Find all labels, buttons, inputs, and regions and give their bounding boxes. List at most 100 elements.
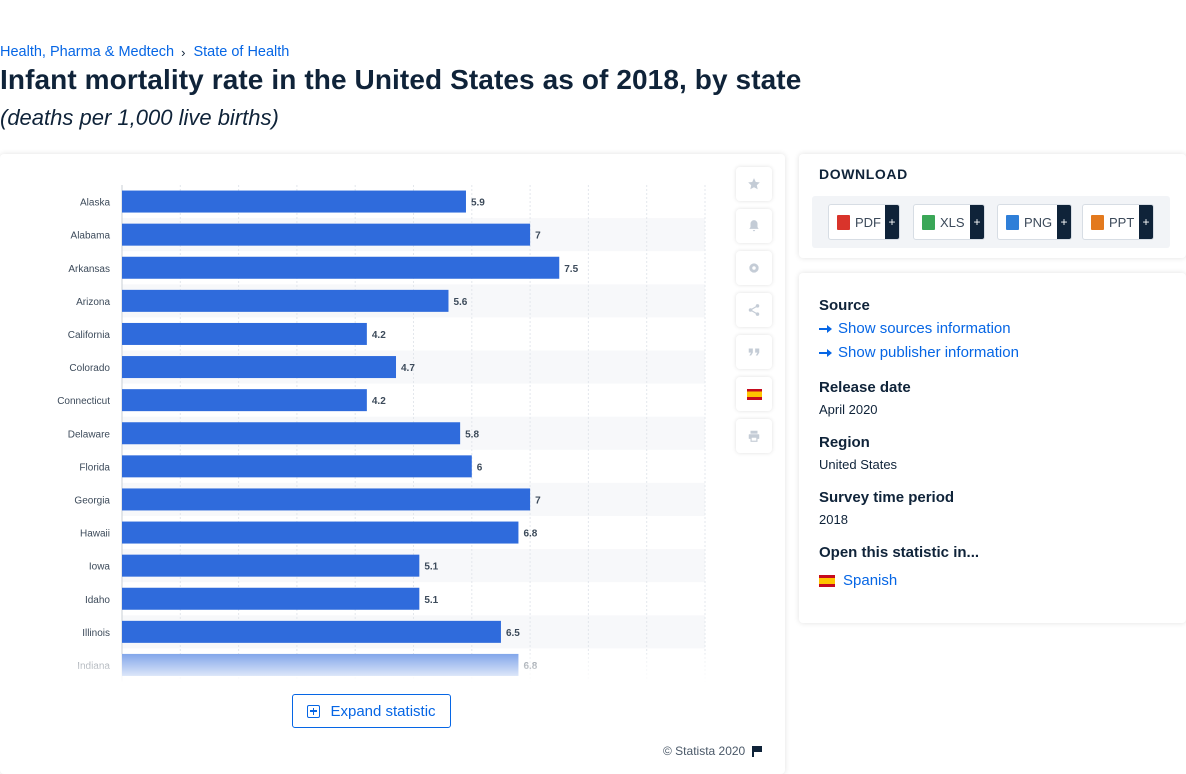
- region-label: Region: [819, 434, 870, 451]
- download-ppt-label: PPT: [1109, 214, 1135, 230]
- share-icon: [748, 304, 760, 316]
- download-png-button[interactable]: PNG +: [997, 204, 1072, 240]
- download-png-label: PNG: [1024, 214, 1053, 230]
- show-publisher-link[interactable]: Show publisher information: [819, 344, 1019, 361]
- print-icon: [748, 430, 760, 442]
- expand-statistic-label: Expand statistic: [330, 702, 436, 720]
- spain-flag-icon: [746, 388, 762, 400]
- bar-alaska[interactable]: [122, 190, 466, 213]
- bar-alabama[interactable]: [122, 223, 531, 246]
- survey-period-value: 2018: [819, 512, 848, 527]
- bar-california[interactable]: [122, 322, 367, 345]
- open-spanish-text: Spanish: [843, 572, 898, 589]
- breadcrumb-separator: ›: [181, 44, 186, 60]
- open-spanish-link[interactable]: Spanish: [819, 572, 897, 589]
- quote-icon: [748, 348, 760, 356]
- star-icon: [748, 178, 760, 190]
- language-spanish-button[interactable]: [736, 377, 772, 411]
- breadcrumb-item-state-of-health[interactable]: State of Health: [193, 44, 290, 60]
- breadcrumb: Health, Pharma & Medtech › State of Heal…: [0, 44, 289, 60]
- value-label: 4.2: [372, 330, 386, 341]
- bar-iowa[interactable]: [122, 554, 420, 577]
- page-title: Infant mortality rate in the United Stat…: [0, 64, 802, 95]
- gear-icon: [749, 263, 759, 273]
- region-value: United States: [819, 457, 898, 472]
- value-label: 5.8: [465, 429, 479, 440]
- arrow-right-icon: [819, 324, 833, 334]
- value-label: 4.7: [401, 363, 415, 374]
- category-label: California: [68, 330, 111, 341]
- statistic-info-panel: Source Show sources information Show pub…: [799, 273, 1186, 623]
- open-statistic-label: Open this statistic in...: [819, 544, 980, 561]
- download-buttons: PDF + XLS + PNG + PPT +: [812, 196, 1170, 248]
- category-label: Alabama: [71, 231, 111, 242]
- value-label: 5.1: [424, 562, 438, 573]
- copyright-text: © Statista 2020: [663, 744, 746, 758]
- value-label: 7: [535, 231, 541, 242]
- download-pdf-button[interactable]: PDF +: [828, 204, 900, 240]
- release-date-value: April 2020: [819, 402, 878, 417]
- category-label: Delaware: [68, 429, 111, 440]
- arrow-right-icon: [819, 348, 833, 358]
- bar-hawaii[interactable]: [122, 521, 519, 544]
- bar-arizona[interactable]: [122, 289, 449, 312]
- bar-chart: Alaska 5.9 Alabama 7 Arkansas 7.5 Arizona 5.6 Ca…: [57, 185, 706, 682]
- share-button[interactable]: [736, 293, 772, 327]
- value-label: 6.8: [523, 529, 537, 540]
- survey-period-label: Survey time period: [819, 489, 955, 506]
- report-flag-icon[interactable]: [751, 746, 762, 757]
- top-bar: [0, 0, 1186, 36]
- category-label: Arkansas: [68, 264, 110, 275]
- category-label: Alaska: [80, 198, 110, 209]
- xls-file-icon: [922, 214, 935, 230]
- bar-idaho[interactable]: [122, 587, 420, 610]
- show-sources-link[interactable]: Show sources information: [819, 320, 1011, 337]
- chart-toolbar: [736, 167, 772, 461]
- ppt-file-icon: [1091, 214, 1104, 230]
- download-pdf-label: PDF: [855, 214, 881, 230]
- bar-colorado[interactable]: [122, 356, 397, 379]
- release-date-label: Release date: [819, 379, 911, 396]
- chart-fade-overlay: [0, 654, 720, 682]
- bar-delaware[interactable]: [122, 422, 461, 445]
- cite-button[interactable]: [736, 335, 772, 369]
- download-xls-button[interactable]: XLS +: [913, 204, 985, 240]
- notification-button[interactable]: [736, 209, 772, 243]
- bar-georgia[interactable]: [122, 488, 531, 511]
- settings-button[interactable]: [736, 251, 772, 285]
- download-xls-label: XLS: [940, 214, 965, 230]
- show-publisher-text: Show publisher information: [838, 344, 1019, 361]
- chart-card: Alaska 5.9 Alabama 7 Arkansas 7.5 Arizona 5.6 Ca…: [0, 154, 785, 774]
- favorite-button[interactable]: [736, 167, 772, 201]
- bar-arkansas[interactable]: [122, 256, 560, 279]
- category-label: Connecticut: [57, 396, 110, 407]
- category-label: Hawaii: [80, 529, 110, 540]
- expand-statistic-button[interactable]: Expand statistic: [292, 694, 451, 728]
- breadcrumb-item-health[interactable]: Health, Pharma & Medtech: [0, 44, 175, 60]
- bar-connecticut[interactable]: [122, 389, 367, 412]
- png-file-icon: [1006, 214, 1019, 230]
- category-label: Florida: [79, 462, 110, 473]
- category-label: Illinois: [82, 628, 110, 639]
- download-xls-plus: +: [970, 205, 984, 239]
- bell-icon: [749, 220, 759, 232]
- page-subtitle: (deaths per 1,000 live births): [0, 105, 279, 130]
- value-label: 7.5: [564, 264, 578, 275]
- spain-flag-icon: [819, 574, 835, 587]
- bar-florida[interactable]: [122, 455, 472, 478]
- bar-illinois[interactable]: [122, 620, 501, 643]
- download-ppt-button[interactable]: PPT +: [1082, 204, 1154, 240]
- print-button[interactable]: [736, 419, 772, 453]
- category-label: Georgia: [74, 495, 110, 506]
- show-sources-text: Show sources information: [838, 320, 1011, 337]
- value-label: 6.5: [506, 628, 520, 639]
- expand-icon: [307, 704, 321, 718]
- download-png-plus: +: [1057, 205, 1071, 239]
- download-pdf-plus: +: [885, 205, 899, 239]
- copyright: © Statista 2020: [663, 744, 762, 758]
- value-label: 5.1: [424, 595, 438, 606]
- download-heading: DOWNLOAD: [819, 166, 908, 182]
- pdf-file-icon: [837, 214, 850, 230]
- category-label: Idaho: [85, 595, 110, 606]
- value-label: 6: [477, 462, 483, 473]
